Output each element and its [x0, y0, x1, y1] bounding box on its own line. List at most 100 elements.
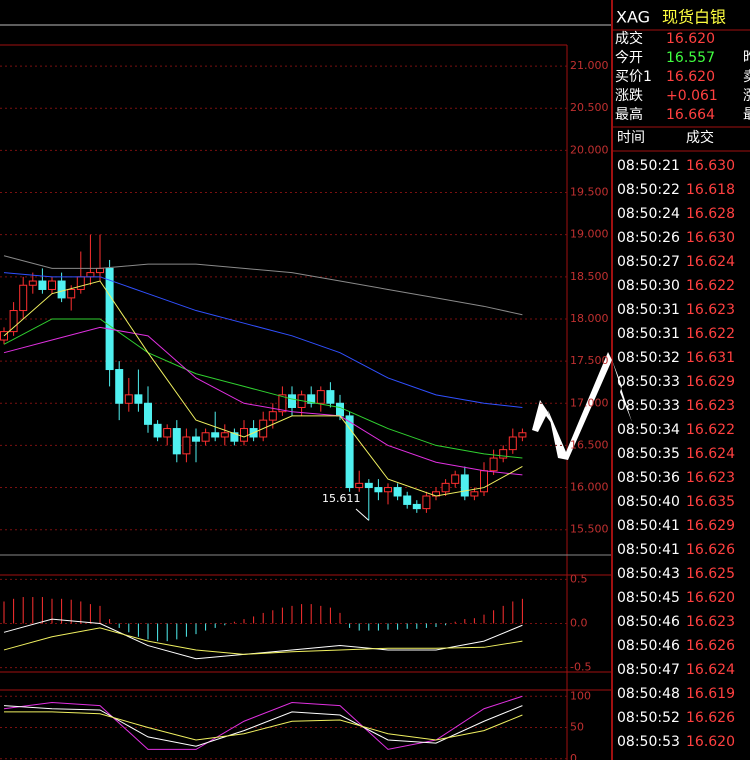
tick-price: 16.622 — [686, 278, 735, 294]
arrow — [548, 352, 612, 460]
candle-body — [9, 310, 18, 333]
candle-body — [268, 411, 277, 421]
indicator-line — [3, 318, 523, 459]
tick-price: 16.629 — [686, 374, 735, 390]
y-tick-label: 17.500 — [570, 354, 609, 367]
candle-body — [153, 423, 162, 438]
candle-body — [134, 394, 143, 404]
tick-price: 16.628 — [686, 206, 735, 222]
candle-body — [288, 394, 296, 408]
y-tick-label: 100 — [570, 689, 591, 702]
y-tick-label: 18.500 — [570, 270, 609, 283]
y-tick-label: 16.500 — [570, 438, 609, 451]
tick-time: 08:50:31 — [617, 326, 680, 342]
tick-price: 16.620 — [686, 590, 735, 606]
candle-body — [230, 432, 239, 442]
quote-label-cut: 最 — [743, 107, 750, 123]
candle-body — [19, 284, 28, 312]
quote-label-cut: 涨 — [743, 88, 750, 104]
candle-body — [364, 482, 373, 489]
candle-body — [470, 491, 479, 497]
tick-price: 16.623 — [686, 398, 735, 414]
candle-body — [48, 280, 56, 290]
candle-body — [336, 402, 344, 417]
tick-time: 08:50:48 — [617, 686, 680, 702]
tick-price: 16.619 — [686, 686, 735, 702]
tick-time: 08:50:41 — [617, 518, 680, 534]
indicator-line — [3, 695, 523, 750]
tick-time: 08:50:27 — [617, 254, 680, 270]
candle-body — [211, 432, 220, 438]
col-header: 成交 — [686, 129, 714, 146]
candle-body — [422, 495, 431, 510]
tick-price: 16.630 — [686, 230, 735, 246]
candle-body — [144, 402, 152, 425]
tick-price: 16.624 — [686, 254, 735, 270]
tick-price: 16.626 — [686, 542, 735, 558]
tick-price: 16.623 — [686, 470, 735, 486]
candle-body — [76, 276, 85, 290]
candle-body — [115, 369, 124, 404]
candle-body — [499, 449, 508, 459]
tick-time: 08:50:31 — [617, 302, 680, 318]
tick-price: 16.629 — [686, 518, 735, 534]
quote-value: 16.664 — [666, 107, 715, 123]
indicator-line — [3, 280, 523, 497]
tick-price: 16.635 — [686, 494, 735, 510]
candle-body — [163, 428, 172, 438]
indicator-line — [3, 272, 523, 408]
tick-price: 16.623 — [686, 302, 735, 318]
candle-body — [518, 432, 527, 438]
quote-value: +0.061 — [666, 88, 718, 104]
tick-time: 08:50:52 — [617, 710, 680, 726]
candle-body — [403, 495, 412, 505]
tick-price: 16.626 — [686, 710, 735, 726]
quote-label: 成交 — [615, 30, 643, 47]
candle-body — [451, 474, 460, 484]
tick-time: 08:50:35 — [617, 446, 680, 462]
y-tick-label: 20.500 — [570, 101, 609, 114]
tick-price: 16.618 — [686, 182, 735, 198]
candle-body — [345, 415, 354, 489]
candle-body — [278, 394, 287, 413]
quote-label: 今开 — [615, 50, 643, 66]
quote-label-cut: 昨 — [743, 50, 750, 66]
tick-time: 08:50:41 — [617, 542, 680, 558]
candle-body — [393, 487, 402, 497]
tick-time: 08:50:22 — [617, 182, 680, 198]
tick-time: 08:50:53 — [617, 734, 680, 750]
quote-value: 16.620 — [666, 31, 715, 47]
quote-label: 涨跌 — [615, 88, 643, 104]
tick-time: 08:50:40 — [617, 494, 680, 510]
candle-body — [480, 470, 488, 493]
low-leader — [355, 508, 370, 521]
y-tick-label: 20.000 — [570, 143, 609, 156]
col-header: 时间 — [617, 130, 645, 146]
tick-time: 08:50:46 — [617, 638, 680, 654]
y-tick-label: 16.000 — [570, 481, 609, 494]
tick-time: 08:50:47 — [617, 662, 680, 678]
tick-price: 16.622 — [686, 422, 735, 438]
candle-body — [86, 272, 95, 278]
indicator-line — [3, 705, 523, 747]
tick-time: 08:50:32 — [617, 350, 680, 366]
y-tick-label: -0.5 — [570, 661, 591, 674]
arrow — [612, 360, 632, 422]
candle-body — [508, 436, 517, 451]
y-tick-label: 15.500 — [570, 523, 609, 536]
candle-body — [96, 267, 104, 274]
tick-time: 08:50:33 — [617, 398, 680, 414]
quote-label: 买价1 — [615, 69, 652, 85]
y-tick-label: 0.5 — [570, 572, 588, 585]
candle-body — [307, 394, 316, 404]
symbol-code: XAG — [616, 8, 650, 27]
tick-price: 16.630 — [686, 158, 735, 174]
indicator-line — [4, 711, 523, 741]
y-tick-label: 0.0 — [570, 617, 588, 630]
tick-time: 08:50:34 — [617, 422, 680, 438]
quote-value: 16.557 — [666, 50, 715, 66]
quote-value: 16.620 — [666, 69, 715, 85]
candle-body — [441, 482, 450, 493]
